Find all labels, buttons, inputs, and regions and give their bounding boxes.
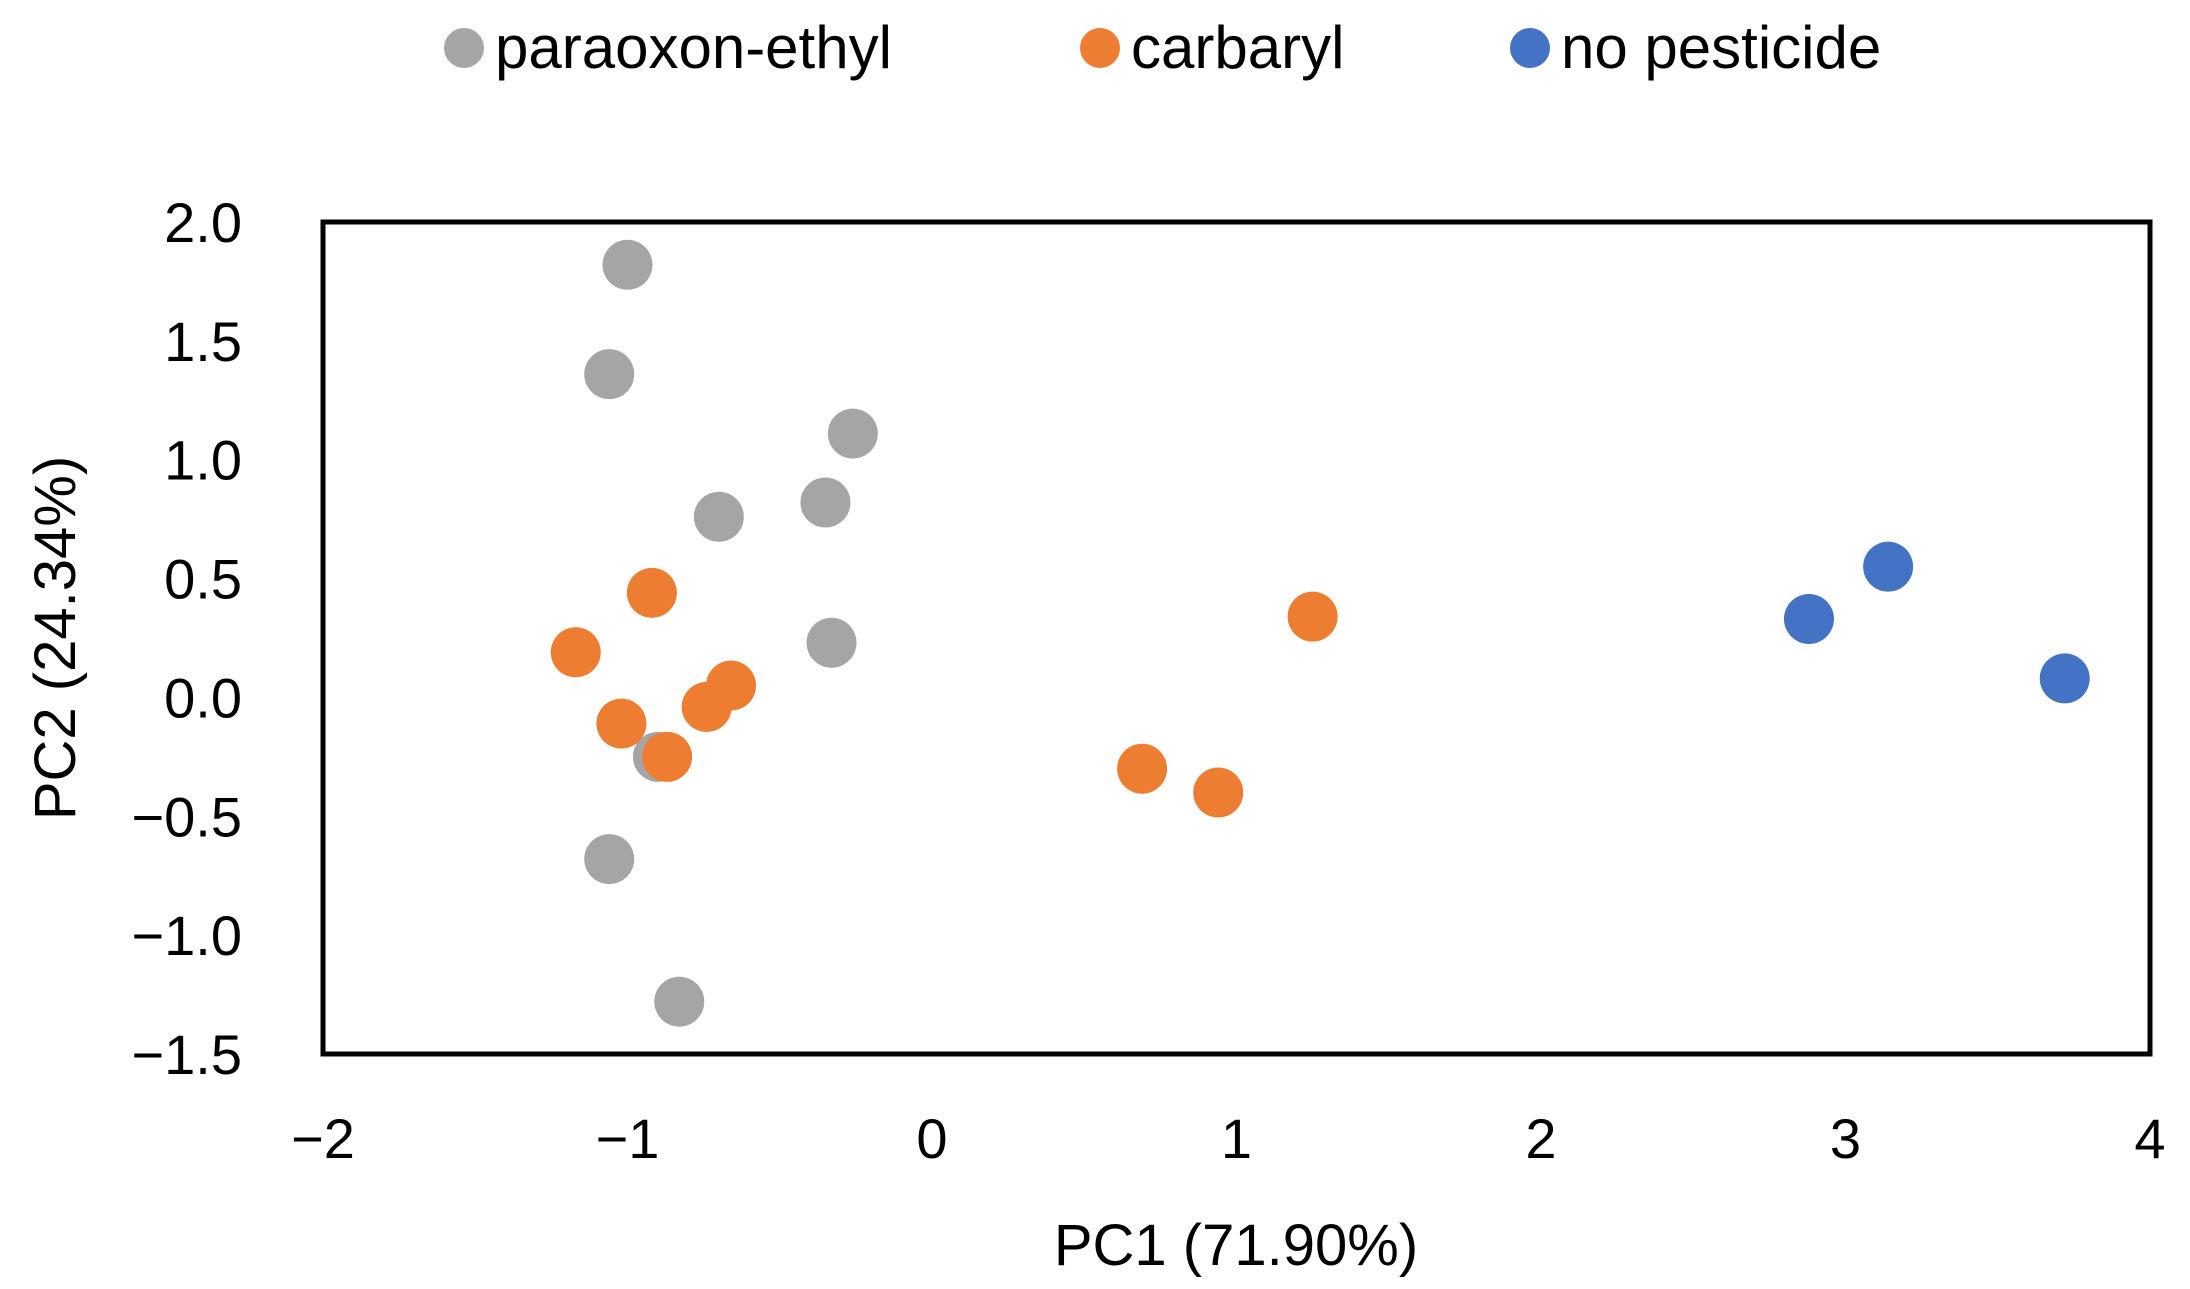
legend-item: no pesticide [1510,14,1881,81]
data-point [806,617,857,668]
x-tick-label: 2 [1525,1107,1556,1170]
data-point [1193,767,1244,818]
x-tick-label: −1 [596,1107,660,1170]
legend-item: carbaryl [1080,14,1344,81]
y-tick-label: 1.5 [164,310,242,373]
legend: paraoxon-ethyl carbaryl no pesticide [444,14,1881,81]
data-point [1783,593,1834,644]
y-tick-label: 1.0 [164,429,242,492]
data-point [827,408,878,459]
y-tick-label: 2.0 [164,191,242,254]
y-tick-label: −1.0 [131,904,242,967]
x-axis-title: PC1 (71.90%) [1054,1213,1418,1278]
data-point [800,477,851,528]
data-point [1863,541,1914,592]
legend-marker [1510,28,1550,68]
data-point [596,698,647,749]
data-point [706,660,757,711]
x-tick-label: 0 [916,1107,947,1170]
legend-item: paraoxon-ethyl [444,14,892,81]
data-point [642,731,693,782]
data-point [550,627,601,678]
x-tick-label: 3 [1830,1107,1861,1170]
legend-label: carbaryl [1131,14,1344,81]
legend-marker [1080,28,1120,68]
x-tick-label: 4 [2134,1107,2165,1170]
y-axis-ticks: 2.0 1.5 1.0 0.5 0.0 −0.5 −1.0 −1.5 [131,191,242,1086]
y-tick-label: −1.5 [131,1023,242,1086]
x-tick-label: 1 [1221,1107,1252,1170]
legend-label: paraoxon-ethyl [495,14,892,81]
legend-marker [444,28,484,68]
series-no-pesticide [1783,541,2090,704]
y-tick-label: −0.5 [131,785,242,848]
data-point [2039,653,2090,704]
data-point [584,834,635,885]
series-carbaryl [550,567,1338,818]
y-tick-label: 0.5 [164,548,242,611]
y-axis-title: PC2 (24.34%) [23,456,88,820]
data-points [550,239,2090,1027]
y-tick-label: 0.0 [164,666,242,729]
data-point [626,567,677,618]
data-point [654,976,705,1027]
plot-area-frame [320,219,2153,1057]
x-tick-label: −2 [291,1107,355,1170]
data-point [1287,591,1338,642]
x-axis-ticks: −2 −1 0 1 2 3 4 [291,1107,2166,1170]
data-point [1117,743,1168,794]
legend-label: no pesticide [1561,14,1881,81]
series-paraoxon-ethyl [584,239,878,1027]
data-point [602,239,653,290]
data-point [584,349,635,400]
data-point [693,491,744,542]
